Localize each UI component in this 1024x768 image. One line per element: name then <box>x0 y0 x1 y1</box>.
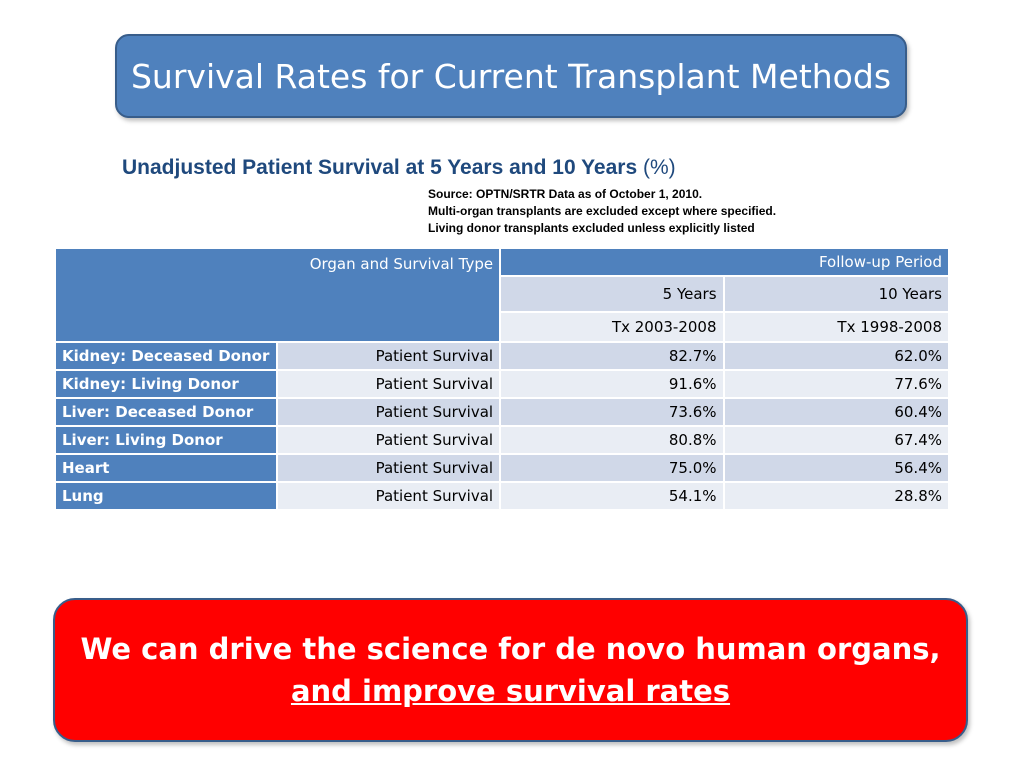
callout-line-2: and improve survival rates <box>290 674 731 708</box>
table-heading-text: Unadjusted Patient Survival at 5 Years a… <box>122 156 638 179</box>
table-heading-unit: (%) <box>643 156 676 179</box>
survival-10y-cell: 56.4% <box>722 453 951 483</box>
organ-cell: Liver: Living Donor <box>54 425 278 455</box>
survival-5y-cell: 91.6% <box>499 369 725 399</box>
table-subheader-row: 5 Years 10 Years <box>55 275 951 313</box>
organ-cell: Kidney: Deceased Donor <box>54 341 278 371</box>
source-note: Multi-organ transplants are excluded exc… <box>428 204 777 218</box>
survival-10y-cell: 60.4% <box>722 397 951 427</box>
table-header-row: Organ and Survival Type Follow-up Period <box>53 247 950 343</box>
period-5-years: Tx 2003-2008 <box>499 311 725 343</box>
survival-5y-cell: 80.8% <box>499 425 725 455</box>
table-row: Liver: Deceased Donor Patient Survival 7… <box>54 397 951 427</box>
table-row: Liver: Living Donor Patient Survival 80.… <box>54 425 951 455</box>
survival-10y-cell: 77.6% <box>722 369 951 399</box>
header-follow-up-period: Follow-up Period <box>499 247 950 277</box>
callout-line-1: We can drive the science for de novo hum… <box>80 632 941 666</box>
header-organ-survival-type: Organ and Survival Type <box>53 247 502 343</box>
survival-type-cell: Patient Survival <box>275 397 502 427</box>
survival-type-cell: Patient Survival <box>275 369 502 399</box>
callout-box: We can drive the science for de novo hum… <box>53 598 968 742</box>
slide-title: Survival Rates for Current Transplant Me… <box>115 34 907 118</box>
survival-5y-cell: 73.6% <box>499 397 725 427</box>
table-row: Kidney: Deceased Donor Patient Survival … <box>54 341 951 371</box>
survival-5y-cell: 54.1% <box>499 481 725 511</box>
survival-5y-cell: 82.7% <box>499 341 725 371</box>
survival-5y-cell: 75.0% <box>499 453 725 483</box>
table-heading: Unadjusted Patient Survival at 5 Years a… <box>122 156 676 180</box>
table-row: Lung Patient Survival 54.1% 28.8% <box>54 481 951 511</box>
organ-cell: Lung <box>54 481 278 511</box>
survival-type-cell: Patient Survival <box>275 425 502 455</box>
organ-cell: Liver: Deceased Donor <box>54 397 278 427</box>
survival-type-cell: Patient Survival <box>275 341 502 371</box>
source-notes: Source: OPTN/SRTR Data as of October 1, … <box>428 186 776 237</box>
survival-table: Organ and Survival Type Follow-up Period… <box>53 247 951 511</box>
survival-10y-cell: 67.4% <box>722 425 951 455</box>
table-row: Heart Patient Survival 75.0% 56.4% <box>54 453 951 483</box>
survival-type-cell: Patient Survival <box>275 481 502 511</box>
header-5-years: 5 Years <box>499 275 725 313</box>
slide-title-text: Survival Rates for Current Transplant Me… <box>130 56 892 96</box>
table-row: Kidney: Living Donor Patient Survival 91… <box>54 369 951 399</box>
source-note: Living donor transplants excluded unless… <box>428 221 755 235</box>
period-10-years: Tx 1998-2008 <box>722 311 951 343</box>
source-note: Source: OPTN/SRTR Data as of October 1, … <box>428 187 703 201</box>
table-period-row: Tx 2003-2008 Tx 1998-2008 <box>55 311 951 343</box>
survival-type-cell: Patient Survival <box>275 453 502 483</box>
survival-10y-cell: 28.8% <box>722 481 951 511</box>
organ-cell: Heart <box>54 453 278 483</box>
survival-10y-cell: 62.0% <box>722 341 951 371</box>
organ-cell: Kidney: Living Donor <box>54 369 278 399</box>
header-10-years: 10 Years <box>722 275 951 313</box>
